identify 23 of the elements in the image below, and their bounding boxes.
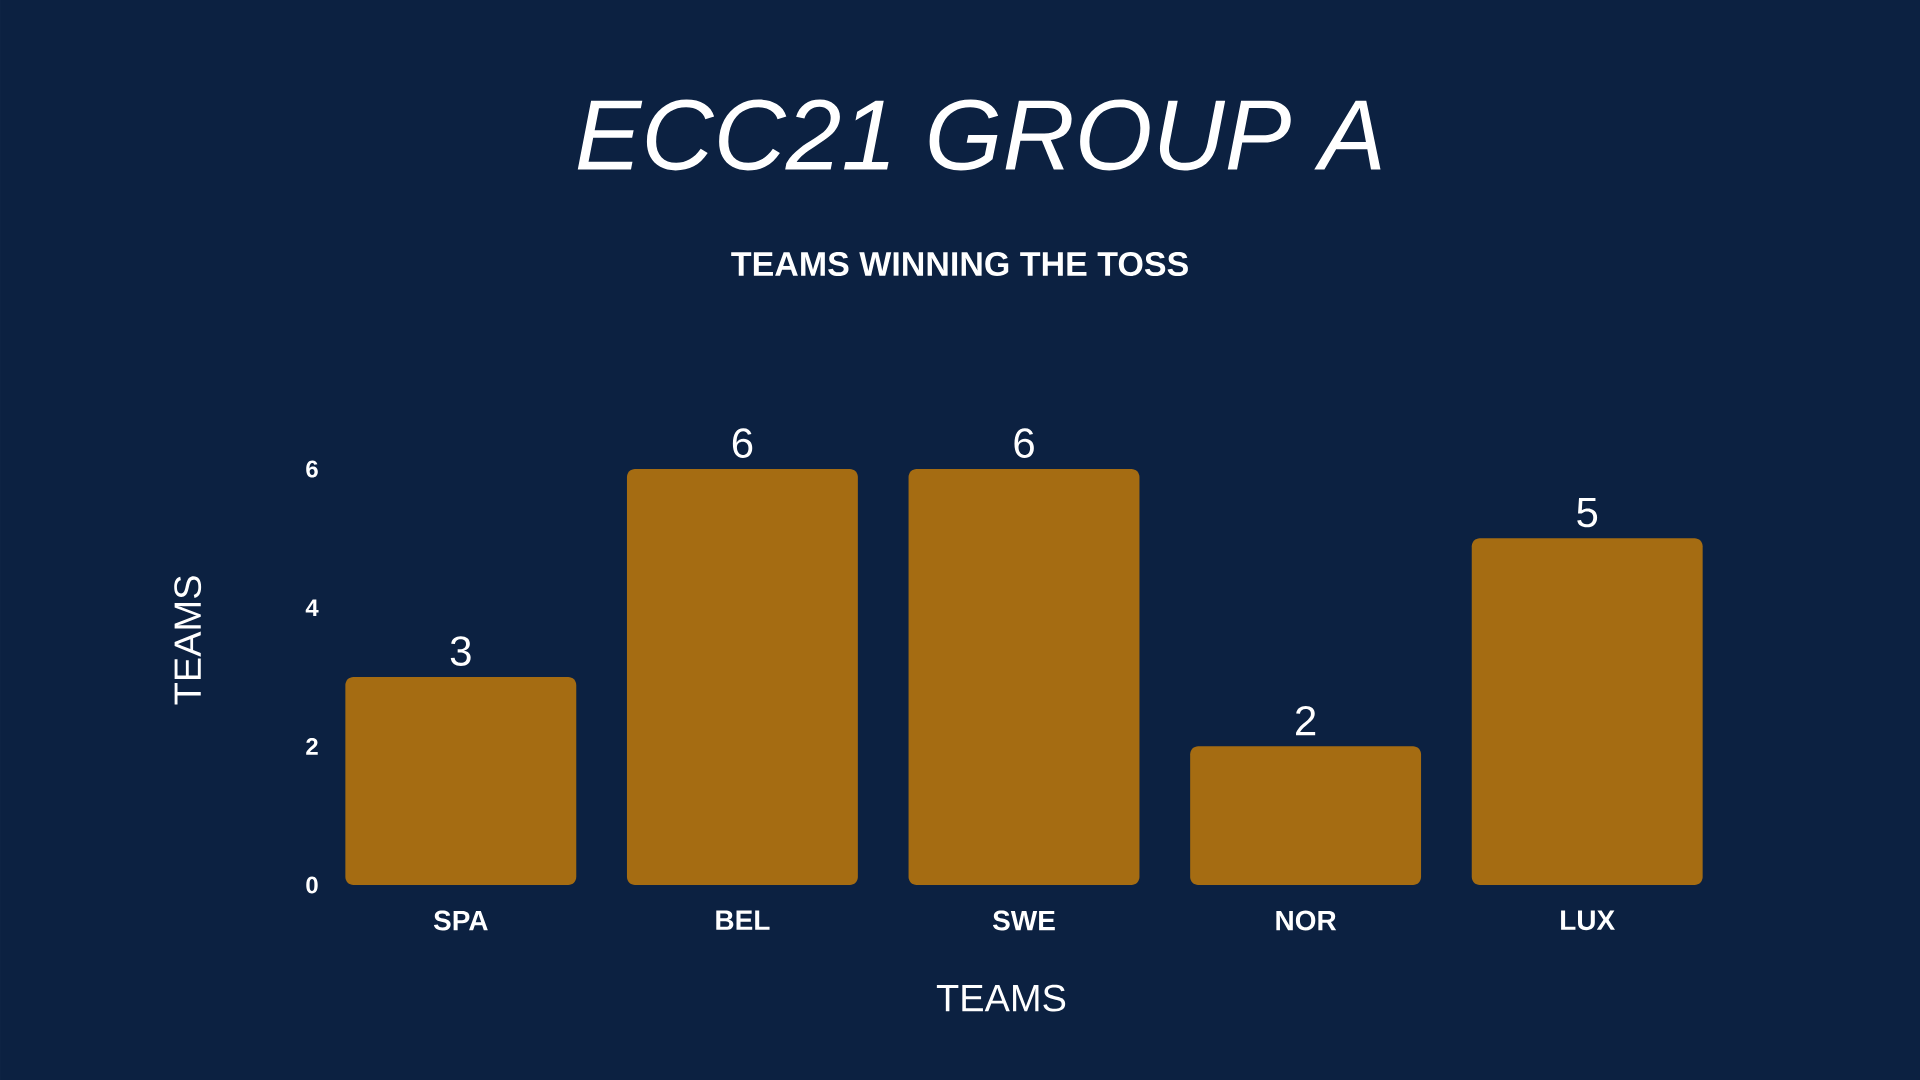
chart-title: ECC21 GROUP A xyxy=(577,99,1381,171)
bar xyxy=(908,468,1140,885)
y-tick-label: 4 xyxy=(305,599,319,616)
data-label: 5 xyxy=(1577,497,1598,528)
x-tick-label: SPA xyxy=(433,910,488,931)
x-tick-label: SWE xyxy=(992,910,1055,931)
bar xyxy=(345,676,577,885)
data-label: 2 xyxy=(1296,705,1316,736)
x-tick-label: NOR xyxy=(1276,910,1337,931)
x-tick-label: BEL xyxy=(716,910,770,930)
y-axis-title: TEAMS xyxy=(174,576,202,705)
y-tick-label: 6 xyxy=(306,460,318,478)
chart-subtitle: TEAMS WINNING THE TOSS xyxy=(731,251,1188,277)
y-tick-label: 2 xyxy=(306,737,318,755)
y-tick-label: 0 xyxy=(306,876,318,894)
data-label: 6 xyxy=(732,428,753,458)
bar xyxy=(1190,746,1422,885)
bar xyxy=(626,468,858,885)
x-tick-label: LUX xyxy=(1561,910,1615,931)
data-label: 3 xyxy=(450,636,471,666)
data-label: 6 xyxy=(1014,428,1034,458)
bar xyxy=(1471,538,1703,885)
x-axis-title: TEAMS xyxy=(936,984,1066,1012)
